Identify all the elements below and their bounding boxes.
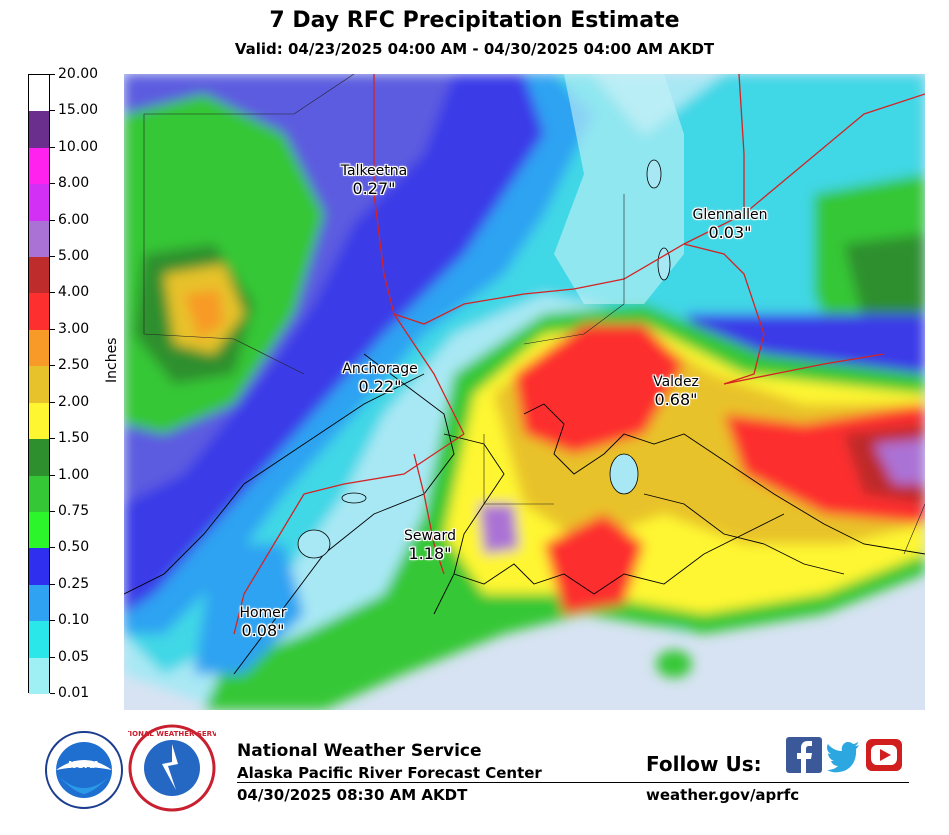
legend-tick [50,656,55,658]
legend-tick-label: 0.10 [58,612,90,629]
legend-swatch [29,329,49,367]
legend-tick-label: 0.25 [58,575,90,592]
legend-tick [50,583,55,585]
precipitation-map[interactable] [124,74,925,710]
legend-swatch [29,111,49,149]
legend-tick-label: 10.00 [58,138,99,155]
city-glennallen: Glennallen 0.03" [680,207,780,242]
legend-unit-label: Inches [104,337,120,383]
footer-divider [237,782,909,783]
legend-tick [50,110,55,112]
legend-tick-label: 0.75 [58,502,90,519]
legend-tick-label: 0.50 [58,539,90,556]
youtube-icon[interactable] [866,737,902,773]
city-value: 0.03" [708,223,752,242]
legend-swatch [29,657,49,695]
legend-tick [50,365,55,367]
legend-tick-label: 1.50 [58,430,90,447]
legend-swatch [29,184,49,222]
legend-tick-label: 2.50 [58,357,90,374]
legend-swatch [29,511,49,549]
color-legend [28,74,50,695]
city-talkeetna: Talkeetna 0.27" [334,163,414,198]
legend-tick [50,146,55,148]
org-name: National Weather Service [237,741,482,761]
city-homer: Homer 0.08" [228,605,298,640]
legend-swatch [29,257,49,294]
city-name: Seward [404,528,456,544]
map-graphic [124,74,925,710]
legend-tick-label: 2.00 [58,393,90,410]
legend-tick [50,474,55,476]
legend-tick-label: 20.00 [58,66,99,82]
legend-tick [50,620,55,622]
legend-swatch [29,147,49,185]
legend-tick-label: 3.00 [58,320,90,337]
legend-tick-label: 8.00 [58,175,90,192]
legend-tick [50,693,55,694]
city-value: 0.08" [241,621,285,640]
legend-tick-label: 6.00 [58,211,90,228]
city-name: Talkeetna [340,163,408,179]
legend-tick [50,219,55,221]
noaa-logo-text: NOAA [68,760,100,771]
chart-title: 7 Day RFC Precipitation Estimate [269,8,680,33]
city-value: 1.18" [408,544,452,563]
legend-tick-label: 0.01 [58,685,90,701]
city-value: 0.27" [352,179,396,198]
nws-logo[interactable]: NATIONAL WEATHER SERVICE [128,724,216,812]
legend-tick-label: 1.00 [58,466,90,483]
legend-swatch [29,75,49,112]
valid-period: Valid: 04/23/2025 04:00 AM - 04/30/2025 … [234,40,715,58]
legend-tick [50,328,55,330]
city-seward: Seward 1.18" [390,528,470,563]
city-value: 0.22" [358,377,402,396]
legend-swatch [29,293,49,331]
city-anchorage: Anchorage 0.22" [330,361,430,396]
legend-tick [50,547,55,549]
twitter-icon[interactable] [825,737,861,773]
legend-tick-label: 15.00 [58,102,99,119]
legend-tick-label: 5.00 [58,248,90,265]
center-name: Alaska Pacific River Forecast Center [237,764,542,782]
legend-tick [50,438,55,440]
city-valdez: Valdez 0.68" [636,374,716,409]
city-name: Anchorage [342,361,418,377]
legend-swatch [29,548,49,586]
legend-tick [50,256,55,258]
legend-tick [50,74,55,75]
legend-swatch [29,475,49,513]
legend-tick [50,183,55,185]
legend-tick-label: 4.00 [58,284,90,301]
city-name: Valdez [653,374,699,390]
website-link[interactable]: weather.gov/aprfc [646,786,800,804]
nws-logo-text: NATIONAL WEATHER SERVICE [128,730,216,738]
legend-swatch [29,584,49,622]
follow-us-label: Follow Us: [646,752,762,776]
legend-swatch [29,621,49,659]
legend-swatch [29,366,49,404]
city-value: 0.68" [654,390,698,409]
city-name: Homer [239,605,287,621]
legend-swatch [29,439,49,477]
legend-tick [50,292,55,294]
noaa-logo[interactable]: NOAA [44,730,124,810]
legend-tick [50,401,55,403]
facebook-icon[interactable] [786,737,822,773]
legend-swatch [29,402,49,440]
city-name: Glennallen [692,207,768,223]
issued-time: 04/30/2025 08:30 AM AKDT [237,786,468,804]
legend-tick [50,510,55,512]
legend-tick-label: 0.05 [58,648,90,665]
legend-swatch [29,220,49,258]
